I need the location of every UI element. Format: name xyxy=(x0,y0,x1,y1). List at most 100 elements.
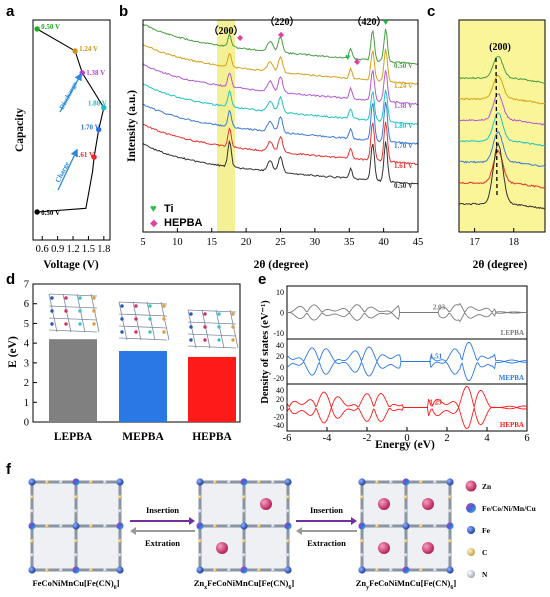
metal-node xyxy=(28,522,36,530)
dos-subplot-name: LEPBA xyxy=(501,329,524,337)
panel-b-series xyxy=(142,23,419,185)
band-gap-value: 1.51 xyxy=(430,353,443,361)
metal-node xyxy=(28,566,36,574)
xrd-series-line xyxy=(142,101,419,145)
peak-label-220: （220） xyxy=(265,15,300,28)
panel-a-xlabel: Voltage (V) xyxy=(43,259,99,271)
panel-d-bars xyxy=(49,339,236,422)
panel-f-names: FeCoNiMnCu[Fe(CN)6] ZnxFeCoNiMnCu[Fe(CN)6… xyxy=(32,578,456,591)
metal-node xyxy=(116,522,124,530)
ti-marker: ♥ xyxy=(383,17,388,27)
legend-swatch xyxy=(465,480,477,492)
tick-label: 3 xyxy=(24,358,29,369)
framework-structure xyxy=(28,478,124,574)
metal-node xyxy=(358,566,366,574)
tick-label: 0 xyxy=(280,363,284,372)
tick-label: 35 xyxy=(344,237,355,248)
bar-category-label: MEPBA xyxy=(122,431,164,443)
xrd-series-line xyxy=(142,83,419,125)
peak-label-200: （200） xyxy=(209,24,244,37)
bar-category-label: HEPBA xyxy=(192,431,232,443)
tick-label: 0.6 xyxy=(36,244,49,255)
xrd-series-label: 1.24 V xyxy=(394,82,413,90)
voltage-point xyxy=(91,154,97,160)
voltage-label: 1.24 V xyxy=(79,45,98,53)
tick-label: -2 xyxy=(363,433,372,444)
insertion-arrow xyxy=(296,517,357,525)
zoom-series-line xyxy=(458,74,546,105)
panel-b: b Intensity (a.u.) 2θ (degree) 5 10 15 20 25… xyxy=(119,3,423,271)
legend-label: Fe/Co/Ni/Mn/Cu xyxy=(482,504,536,513)
extraction-arrow xyxy=(296,527,357,535)
bar-category-label: LEPBA xyxy=(54,431,93,443)
panel-b-xticks: 5 10 15 20 25 30 35 40 45 xyxy=(140,228,423,248)
xrd-series-label: 1.70 V xyxy=(394,142,413,150)
tick-label: -6 xyxy=(283,433,292,444)
xrd-series-line xyxy=(142,139,419,185)
panel-a-ylabel: Capacity xyxy=(14,108,26,152)
metal-node xyxy=(446,478,454,486)
legend-hepba-label: HEPBA xyxy=(164,217,203,229)
metal-node xyxy=(240,566,248,574)
peak-label-420: （420） xyxy=(352,15,387,28)
panel-f-arrows: Insertion Extration Insertion Extraction xyxy=(130,505,357,548)
voltage-label: 0.50 V xyxy=(41,209,60,217)
tick-label: 6 xyxy=(524,433,529,444)
tick-label: -40 xyxy=(273,421,284,430)
framework-structure xyxy=(196,478,292,574)
metal-node xyxy=(284,478,292,486)
tick-label: 25 xyxy=(275,237,286,248)
metal-node xyxy=(196,478,204,486)
panel-label-b: b xyxy=(119,3,128,20)
band-gap-value: 1.25 xyxy=(429,399,442,407)
metal-node xyxy=(72,566,80,574)
hepba-marker: ◆ xyxy=(278,30,285,39)
metal-node xyxy=(446,522,454,530)
panel-a-points: 0.50 V 1.61 V 1.70 V 1.80 V 1.38 V 1.24 V 0.50… xyxy=(34,23,107,217)
panel-label-f: f xyxy=(6,461,12,478)
panel-label-d: d xyxy=(6,271,15,288)
tick-label: 1.2 xyxy=(66,244,79,255)
tick-label: -4 xyxy=(323,433,332,444)
zn-ion xyxy=(378,498,390,510)
panel-b-highlight xyxy=(217,20,235,232)
panel-c-xlabel: 2θ (degree) xyxy=(473,259,528,271)
zoom-series-line xyxy=(458,142,546,210)
voltage-point xyxy=(34,26,40,32)
charge-arrow xyxy=(57,148,78,191)
discharge-arrow xyxy=(59,72,82,113)
extraction-label: Extraction xyxy=(307,538,346,548)
metal-node xyxy=(196,566,204,574)
panel-f-legend: Zn Fe/Co/Ni/Mn/Cu Fe C N xyxy=(465,480,536,579)
panel-a-xticks: 0.6 0.9 1.2 1.5 1.8 xyxy=(36,236,110,255)
extraction-arrow xyxy=(130,527,195,535)
xrd-series-line xyxy=(142,23,419,65)
legend-label: N xyxy=(482,570,488,579)
metal-node xyxy=(358,478,366,486)
xrd-series-line xyxy=(142,44,419,85)
xrd-series-label: 0.50 V xyxy=(394,62,413,70)
metal-node xyxy=(446,566,454,574)
panel-b-frame xyxy=(142,19,419,233)
zn-ion xyxy=(260,498,272,510)
legend-swatch xyxy=(467,526,475,534)
tick-label: 40 xyxy=(276,341,284,350)
structure-name: ZnyFeCoNiMnCu[Fe(CN)6] xyxy=(356,578,457,591)
hepba-marker: ◆ xyxy=(354,57,361,66)
panel-e-xticks: -6 -4 -2 0 2 4 6 xyxy=(283,427,530,444)
tick-label: 2 xyxy=(24,378,29,389)
metal-node xyxy=(72,522,80,530)
voltage-point xyxy=(34,209,40,215)
zoom-series-line xyxy=(459,131,546,168)
metal-node xyxy=(240,478,248,486)
panel-f-structures xyxy=(28,478,454,574)
voltage-label: 1.38 V xyxy=(86,69,105,77)
xrd-series-label: 1.38 V xyxy=(394,102,413,110)
zn-ion xyxy=(422,542,434,554)
panel-c-xticks: 17 18 xyxy=(469,228,519,248)
insertion-label: Insertion xyxy=(310,505,343,515)
band-gap-value: 2.03 xyxy=(433,304,446,312)
panel-b-xlabel: 2θ (degree) xyxy=(254,259,309,271)
zn-ion xyxy=(378,542,390,554)
tick-label: 1.5 xyxy=(82,244,95,255)
